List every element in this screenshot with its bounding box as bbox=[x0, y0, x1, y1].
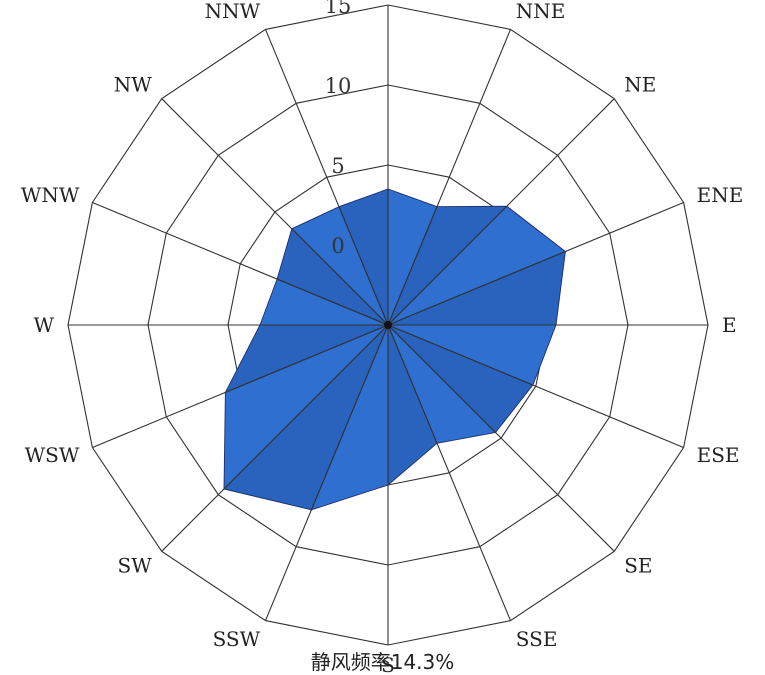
calm-wind-caption: 静风频率14.3% bbox=[310, 650, 455, 674]
spoke-WNW bbox=[92, 201, 389, 326]
spoke-NE bbox=[387, 98, 615, 326]
direction-label-NW: NW bbox=[114, 73, 153, 97]
spoke-ENE bbox=[387, 201, 684, 326]
spoke-NW bbox=[161, 98, 389, 326]
center-dot bbox=[384, 321, 392, 329]
radial-tick-label-5: 5 bbox=[331, 154, 344, 178]
spoke-WSW bbox=[92, 324, 389, 449]
direction-label-NNE: NNE bbox=[516, 0, 566, 23]
label-layer: NNNENEENEEESESESSESSSWSWWSWWWNWNWNNW0510… bbox=[21, 0, 744, 675]
radial-tick-label-0: 0 bbox=[331, 234, 344, 258]
radial-tick-label-15: 15 bbox=[325, 0, 352, 18]
direction-label-S: S bbox=[381, 653, 395, 675]
spoke-SE bbox=[387, 324, 615, 552]
radial-tick-label-10: 10 bbox=[325, 74, 352, 98]
direction-label-NE: NE bbox=[624, 73, 656, 97]
direction-label-W: W bbox=[33, 313, 54, 337]
direction-label-SSW: SSW bbox=[213, 627, 261, 651]
spoke-SSE bbox=[387, 324, 512, 621]
direction-label-E: E bbox=[722, 313, 737, 337]
spoke-SW bbox=[161, 324, 389, 552]
direction-label-NNW: NNW bbox=[205, 0, 261, 23]
direction-label-SW: SW bbox=[118, 553, 153, 577]
spoke-layer bbox=[68, 5, 708, 645]
direction-label-SE: SE bbox=[624, 553, 652, 577]
direction-label-WSW: WSW bbox=[25, 443, 80, 467]
data-layer bbox=[223, 188, 567, 511]
direction-label-ENE: ENE bbox=[697, 183, 744, 207]
spoke-SSW bbox=[264, 324, 389, 621]
direction-label-ESE: ESE bbox=[697, 443, 740, 467]
direction-label-WNW: WNW bbox=[21, 183, 80, 207]
spoke-NNW bbox=[264, 29, 389, 326]
direction-label-SSE: SSE bbox=[516, 627, 558, 651]
spoke-NNE bbox=[387, 29, 512, 326]
spoke-ESE bbox=[387, 324, 684, 449]
